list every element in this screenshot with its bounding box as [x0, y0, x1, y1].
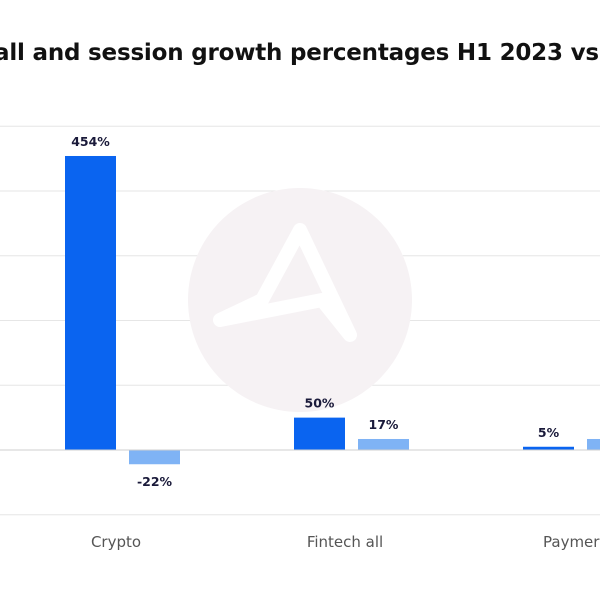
- category-label: Crypto: [91, 533, 141, 551]
- bars: [65, 155, 600, 465]
- bar-paymer-series-2: [587, 438, 600, 450]
- bar-crypto-series-1: [65, 155, 116, 450]
- bar-fintech-all-series-1: [294, 417, 345, 450]
- watermark-logo: [188, 188, 412, 412]
- data-label: 5%: [538, 425, 560, 440]
- category-label: Fintech all: [307, 533, 383, 551]
- data-label: 454%: [71, 134, 110, 149]
- bar-fintech-all-series-2: [358, 438, 409, 450]
- bar-crypto-series-2: [129, 450, 180, 465]
- data-labels: 454%-22%50%17%5%1: [71, 134, 560, 489]
- data-label: 17%: [369, 417, 399, 432]
- category-label: Paymer: [543, 533, 600, 551]
- bar-paymer-series-1: [523, 446, 574, 450]
- chart-title: all and session growth percentages H1 20…: [0, 40, 599, 66]
- data-label: -22%: [137, 474, 173, 489]
- category-labels: Crypto Fintech all Paymer: [91, 533, 600, 551]
- data-label: 50%: [305, 396, 335, 411]
